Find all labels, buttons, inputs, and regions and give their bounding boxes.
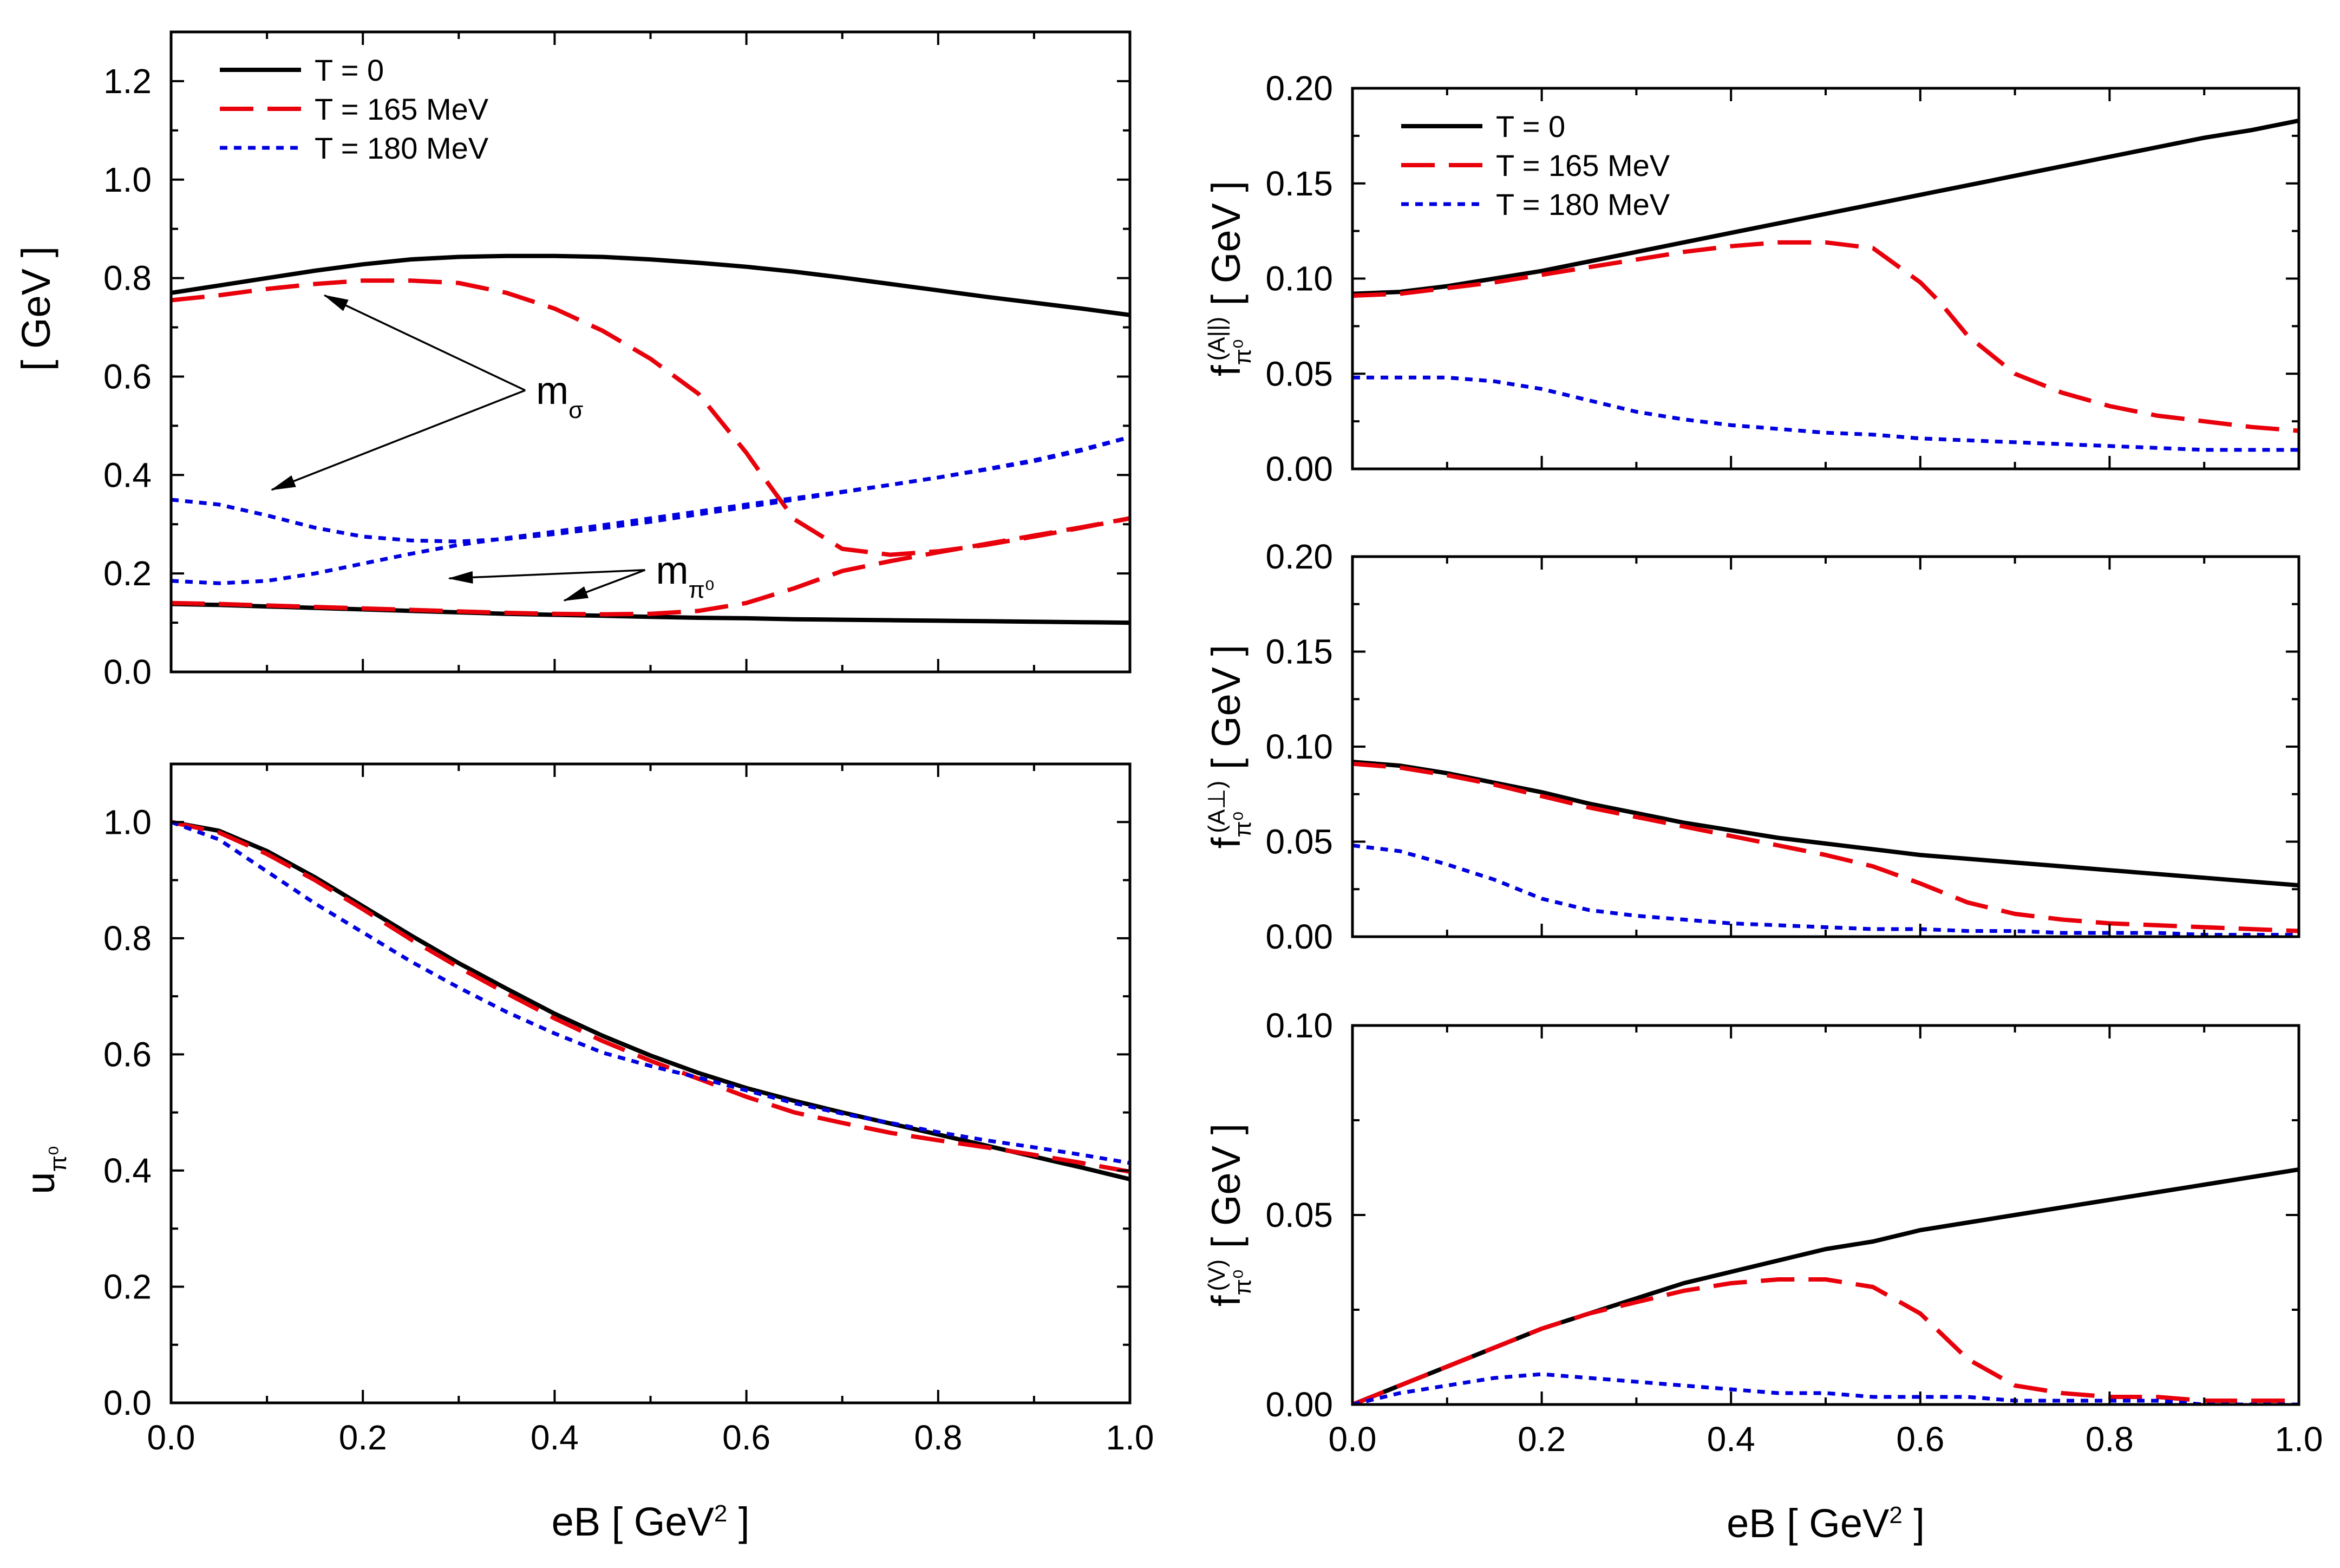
y-tick-label: 0.20 bbox=[1265, 69, 1333, 108]
curves bbox=[1352, 1167, 2299, 1404]
y-tick-label: 0.6 bbox=[103, 1035, 152, 1074]
y-tick-label: 1.0 bbox=[103, 160, 152, 199]
y-tick-label: 0.05 bbox=[1265, 822, 1333, 861]
y-tick-label: 0.05 bbox=[1265, 354, 1333, 393]
series-line-4 bbox=[171, 516, 1130, 617]
panel-f-v: 0.0 0.2 0.4 0.6 0.8 1.0 eB [ GeV2 ] 0.00 0.05 0.1… bbox=[1204, 1006, 2323, 1546]
plot-frame bbox=[169, 30, 1132, 674]
annotation-arrow bbox=[323, 294, 526, 391]
y-axis-label: [ GeV ] bbox=[14, 246, 58, 371]
legend: T = 0 T = 165 MeV T = 180 MeV bbox=[220, 53, 489, 165]
curves bbox=[1352, 760, 2299, 937]
legend-label: T = 0 bbox=[1496, 109, 1565, 143]
curves bbox=[171, 820, 1130, 1181]
y-tick-label: 0.10 bbox=[1265, 1006, 1333, 1045]
x-tick-label: 0.6 bbox=[722, 1418, 770, 1457]
x-axis-label: eB [ GeV2 ] bbox=[1727, 1501, 1925, 1546]
series-line-0 bbox=[1352, 760, 2299, 888]
y-tick-label: 0.20 bbox=[1265, 537, 1333, 576]
annotation-label: mπ⁰ bbox=[656, 549, 715, 603]
y-tick-label: 0.0 bbox=[103, 652, 152, 691]
curves bbox=[1352, 118, 2299, 452]
y-axis-label: fπ⁰(A||) [ GeV ] bbox=[1204, 181, 1256, 376]
x-tick-label: 0.0 bbox=[1329, 1420, 1377, 1459]
legend-label: T = 180 MeV bbox=[1496, 187, 1670, 221]
series-line-2 bbox=[171, 435, 1130, 544]
y-tick-label: 0.2 bbox=[103, 1267, 152, 1306]
x-tick-label: 0.2 bbox=[339, 1418, 387, 1457]
y-tick-label: 0.4 bbox=[103, 1151, 152, 1190]
x-tick-label: 0.8 bbox=[914, 1418, 962, 1457]
x-tick-label: 0.4 bbox=[1707, 1420, 1755, 1459]
legend-label: T = 165 MeV bbox=[1496, 148, 1670, 182]
legend-label: T = 165 MeV bbox=[315, 92, 489, 126]
y-tick-label: 1.0 bbox=[103, 802, 152, 841]
x-tick-label: 0.0 bbox=[147, 1418, 195, 1457]
x-tick-label: 0.8 bbox=[2086, 1420, 2134, 1459]
series-line-5 bbox=[171, 435, 1130, 585]
annotation-arrow bbox=[563, 569, 646, 602]
y-tick-label: 0.00 bbox=[1265, 449, 1333, 488]
series-line-2 bbox=[171, 820, 1130, 1165]
annotation-0: mσ bbox=[270, 294, 583, 491]
series-line-1 bbox=[1352, 761, 2299, 933]
series-line-0 bbox=[171, 820, 1130, 1181]
y-tick-label: 0.05 bbox=[1265, 1195, 1333, 1234]
series-line-0 bbox=[1352, 1167, 2299, 1404]
series-line-2 bbox=[1352, 1372, 2299, 1404]
y-tick-label: 0.15 bbox=[1265, 164, 1333, 203]
y-axis-label: fπ⁰(V) [ GeV ] bbox=[1204, 1123, 1256, 1306]
y-axis-label: uπ⁰ bbox=[18, 1146, 71, 1194]
x-axis-label: eB [ GeV2 ] bbox=[552, 1499, 750, 1544]
series-line-1 bbox=[1352, 240, 2299, 433]
y-axis-label: fπ⁰(A⊥) [ GeV ] bbox=[1204, 645, 1256, 848]
x-tick-label: 1.0 bbox=[1106, 1418, 1154, 1457]
y-tick-label: 0.15 bbox=[1265, 632, 1333, 671]
series-line-1 bbox=[171, 278, 1130, 557]
y-tick-label: 0.10 bbox=[1265, 259, 1333, 298]
y-tick-label: 0.8 bbox=[103, 919, 152, 958]
annotation-arrow bbox=[448, 569, 645, 584]
y-tick-label: 1.2 bbox=[103, 62, 152, 101]
annotation-label: mσ bbox=[536, 369, 583, 423]
legend-label: T = 0 bbox=[315, 53, 384, 87]
annotation-arrow bbox=[270, 389, 526, 491]
y-tick-label: 0.2 bbox=[103, 554, 152, 593]
y-tick-label: 0.0 bbox=[103, 1383, 152, 1422]
series-line-1 bbox=[1352, 1277, 2299, 1404]
y-tick-label: 0.4 bbox=[103, 455, 152, 494]
y-tick-label: 0.00 bbox=[1265, 1385, 1333, 1424]
y-tick-label: 0.8 bbox=[103, 259, 152, 298]
x-tick-label: 0.4 bbox=[531, 1418, 579, 1457]
series-line-0 bbox=[1352, 118, 2299, 296]
x-tick-label: 0.2 bbox=[1518, 1420, 1566, 1459]
legend-label: T = 180 MeV bbox=[315, 131, 489, 165]
x-tick-label: 0.6 bbox=[1896, 1420, 1944, 1459]
y-tick-label: 0.10 bbox=[1265, 727, 1333, 766]
panel-f-a-perp: 0.00 0.05 0.10 0.15 0.20 fπ⁰(A⊥) [ GeV ] bbox=[1204, 537, 2300, 956]
panel-u-pi0: 0.0 0.2 0.4 0.6 0.8 1.0 eB [ GeV2 ] 0.0 0.2 0.4 0.… bbox=[18, 762, 1154, 1544]
annotation-1: mπ⁰ bbox=[448, 549, 715, 603]
panel-f-a-parallel: 0.00 0.05 0.10 0.15 0.20 fπ⁰(A||) [ GeV ] T = … bbox=[1204, 69, 2300, 488]
y-tick-label: 0.00 bbox=[1265, 917, 1333, 956]
x-tick-label: 1.0 bbox=[2275, 1420, 2323, 1459]
legend: T = 0 T = 165 MeV T = 180 MeV bbox=[1401, 109, 1670, 221]
plot-frame bbox=[169, 762, 1132, 1404]
series-line-0 bbox=[171, 253, 1130, 317]
curves bbox=[171, 253, 1130, 625]
series-line-1 bbox=[171, 820, 1130, 1174]
series-line-2 bbox=[1352, 375, 2299, 452]
series-line-2 bbox=[1352, 844, 2299, 937]
panel-masses: 0.0 0.2 0.4 0.6 0.8 1.0 1.2 [ GeV ] T = 0 T = 165… bbox=[14, 30, 1132, 691]
y-tick-label: 0.6 bbox=[103, 357, 152, 396]
